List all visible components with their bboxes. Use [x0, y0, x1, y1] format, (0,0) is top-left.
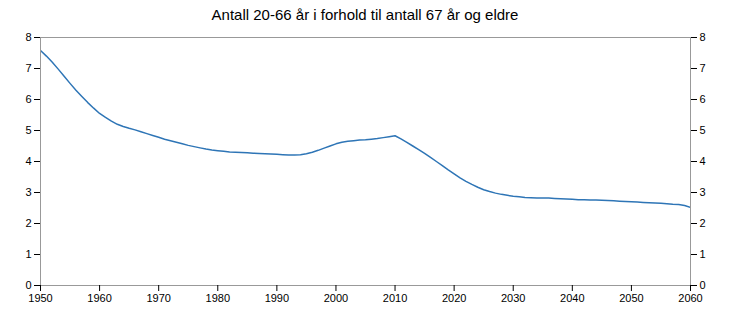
svg-text:7: 7: [25, 62, 31, 74]
svg-text:2040: 2040: [560, 292, 584, 304]
svg-text:2: 2: [700, 217, 706, 229]
svg-text:1950: 1950: [28, 292, 52, 304]
svg-text:1990: 1990: [265, 292, 289, 304]
svg-text:1: 1: [25, 248, 31, 260]
svg-text:4: 4: [700, 155, 706, 167]
svg-text:6: 6: [25, 93, 31, 105]
svg-text:4: 4: [25, 155, 31, 167]
html-text:Antall 20-66 år i forhold til: Antall 20-66 år i forhold til antall 67 …: [211, 6, 519, 23]
svg-text:5: 5: [700, 124, 706, 136]
svg-text:2060: 2060: [678, 292, 702, 304]
svg-text:1960: 1960: [87, 292, 111, 304]
svg-text:3: 3: [700, 186, 706, 198]
svg-text:8: 8: [700, 31, 706, 43]
svg-text:0: 0: [25, 279, 31, 291]
svg-text:2: 2: [25, 217, 31, 229]
svg-text:8: 8: [25, 31, 31, 43]
svg-text:0: 0: [700, 279, 706, 291]
svg-text:1970: 1970: [146, 292, 170, 304]
svg-text:1980: 1980: [206, 292, 230, 304]
svg-text:5: 5: [25, 124, 31, 136]
svg-text:2020: 2020: [442, 292, 466, 304]
svg-text:2050: 2050: [619, 292, 643, 304]
svg-text:1: 1: [700, 248, 706, 260]
svg-text:6: 6: [700, 93, 706, 105]
svg-text:2030: 2030: [501, 292, 525, 304]
svg-text:3: 3: [25, 186, 31, 198]
svg-text:2000: 2000: [324, 292, 348, 304]
svg-text:2010: 2010: [383, 292, 407, 304]
svg-text:7: 7: [700, 62, 706, 74]
